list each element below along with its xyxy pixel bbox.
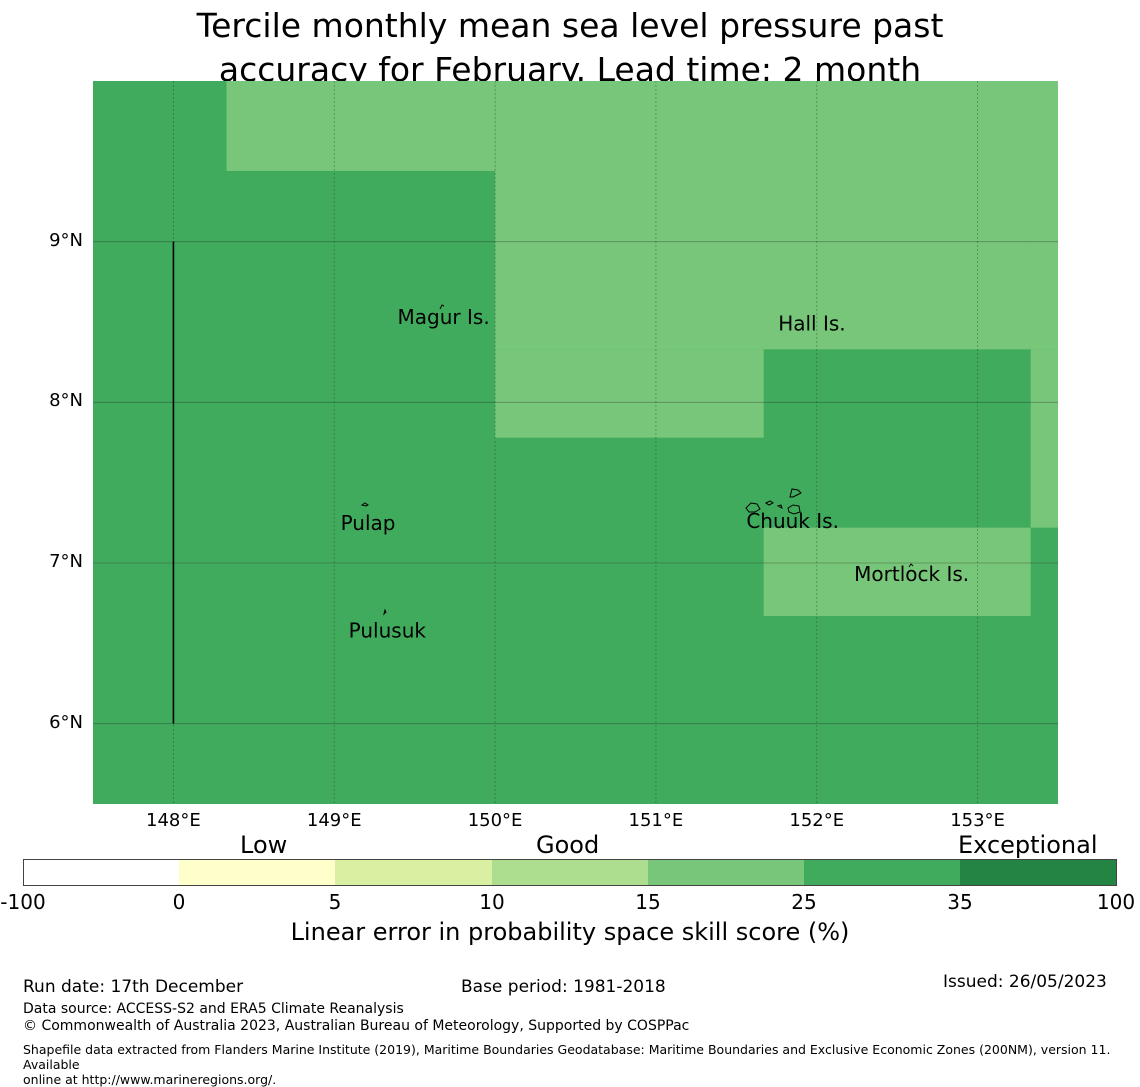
skill-region-north-west [226, 81, 496, 171]
place-label: Chuuk Is. [746, 509, 839, 533]
colorbar-tick: 0 [172, 890, 186, 914]
category-good: Good [536, 831, 600, 859]
shapefile-credit-line1: Shapefile data extracted from Flanders M… [23, 1042, 1111, 1072]
lon-tick-label: 152°E [789, 810, 845, 831]
map-title: Tercile monthly mean sea level pressure … [0, 4, 1140, 92]
place-labels: Magur Is. Hall Is. Pulap Chuuk Is. Mortlock … [341, 305, 970, 642]
magur-island-icon [439, 304, 445, 310]
category-low: Low [240, 831, 288, 859]
pulap-island-icon [360, 502, 369, 507]
lon-tick-label: 149°E [306, 810, 362, 831]
chuuk-lagoon-west-icon [745, 500, 783, 513]
lat-tick-label: 9°N [49, 229, 83, 251]
place-label: Mortlock Is. [854, 562, 969, 586]
skill-region-north-east [495, 81, 1058, 350]
colorbar-tick: 35 [947, 890, 973, 914]
map-title-line1: Tercile monthly mean sea level pressure … [196, 6, 944, 45]
lon-tick-label: 150°E [467, 810, 523, 831]
issued-date: Issued: 26/05/2023 [943, 972, 1107, 992]
skill-region-mid-band [495, 349, 764, 438]
colorbar-tick: -100 [0, 890, 46, 914]
lon-tick-label: 148°E [146, 810, 201, 831]
skill-region-east-edge [1030, 349, 1058, 528]
copyright: © Commonwealth of Australia 2023, Austra… [23, 1018, 690, 1034]
skill-region-east-edge-high [1030, 81, 1058, 260]
skill-regions [93, 81, 1058, 804]
colorbar-bin [179, 859, 336, 886]
colorbar-tick: 25 [791, 890, 817, 914]
chuuk-lagoon-east-icon [787, 488, 802, 515]
colorbar-bin [648, 859, 805, 886]
lat-tick-label: 6°N [49, 711, 83, 733]
base-period: Base period: 1981-2018 [461, 977, 666, 997]
lon-tick-label: 151°E [628, 810, 684, 831]
mortlock-island-icon [908, 563, 914, 568]
skill-map: Magur Is. Hall Is. Pulap Chuuk Is. Mortlock … [93, 81, 1058, 804]
colorbar-tick: 15 [635, 890, 661, 914]
pulusuk-island-icon [383, 608, 387, 616]
lat-tick-label: 8°N [49, 390, 83, 412]
colorbar-tick: 5 [328, 890, 342, 914]
place-label: Magur Is. [398, 305, 490, 329]
colorbar-bin [960, 859, 1117, 886]
lat-tick-label: 7°N [49, 551, 83, 572]
colorbar-label: Linear error in probability space skill … [290, 918, 850, 946]
run-date: Run date: 17th December [23, 977, 244, 997]
island-outlines [360, 304, 914, 616]
place-label: Pulusuk [349, 618, 427, 642]
place-label: Hall Is. [778, 312, 845, 336]
data-source: Data source: ACCESS-S2 and ERA5 Climate … [23, 1001, 404, 1017]
category-exceptional: Exceptional [958, 831, 1098, 859]
colorbar-tick: 10 [479, 890, 505, 914]
skill-region-mortlock-block [763, 527, 1031, 617]
colorbar-bin [492, 859, 649, 886]
colorbar-frame [23, 859, 1117, 886]
place-label: Pulap [341, 511, 396, 535]
shapefile-credit: Shapefile data extracted from Flanders M… [23, 1042, 1138, 1087]
lon-tick-label: 153°E [950, 810, 1005, 831]
colorbar-tick: 100 [1096, 890, 1136, 914]
